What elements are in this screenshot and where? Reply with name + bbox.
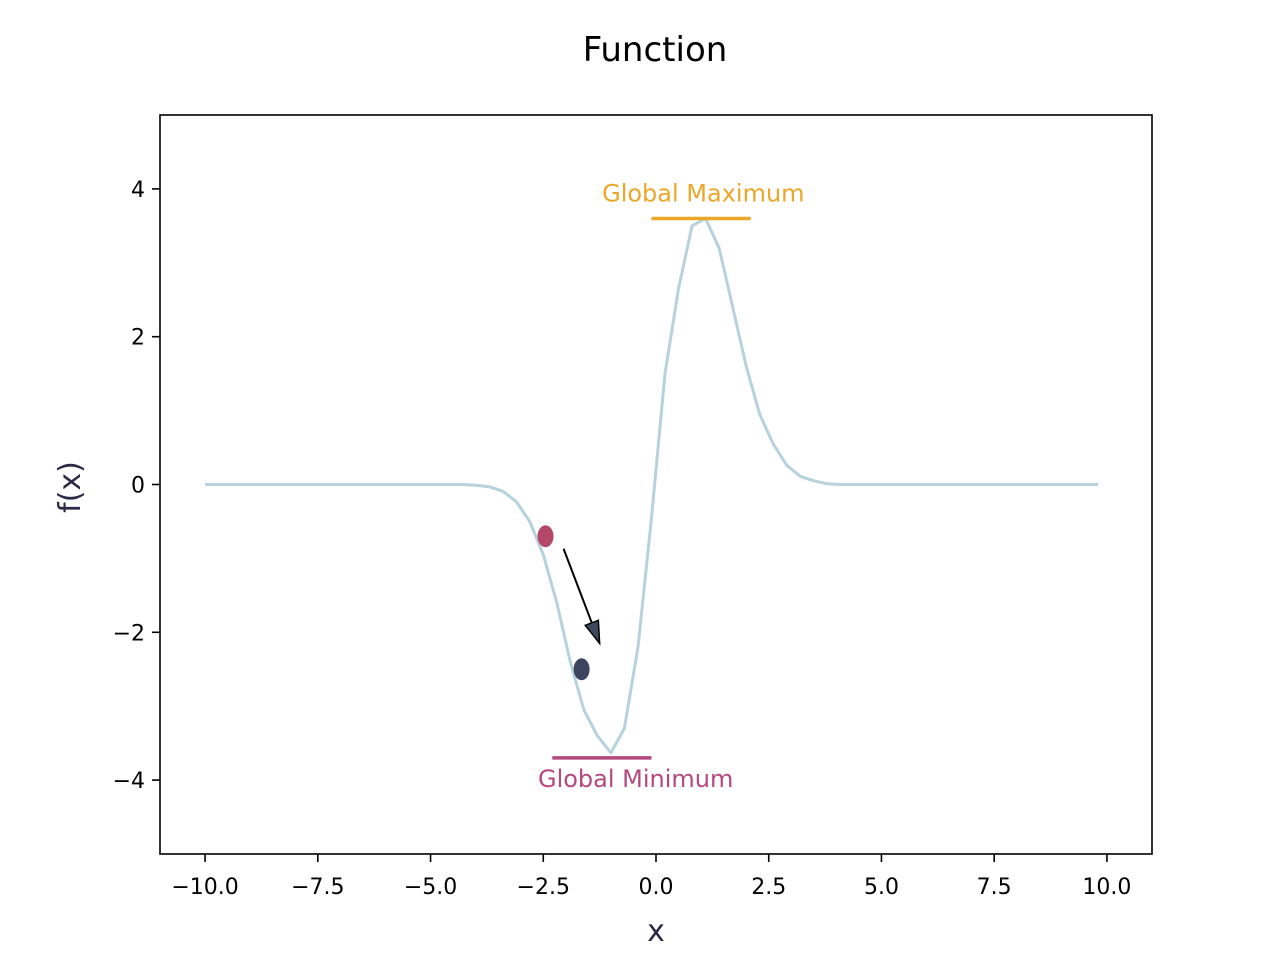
- global-minimum-label: Global Minimum: [538, 765, 733, 793]
- x-tick-label: 10.0: [1082, 875, 1131, 900]
- point-start: [537, 525, 554, 548]
- x-tick-label: −7.5: [291, 875, 344, 900]
- series-line-0: [205, 217, 1098, 755]
- y-tick-label: −2: [113, 621, 145, 646]
- global-maximum-label: Global Maximum: [602, 179, 804, 207]
- y-tick-label: 0: [131, 474, 145, 499]
- axis-ticks: −10.0 −7.5 −5.0 −2.5 0.0 2.5 5.0 7.5 10.0 −4 −2 0 2 4: [113, 178, 1132, 900]
- y-tick-label: 4: [131, 178, 145, 203]
- plot-area: Global Maximum Global Minimum: [205, 179, 1098, 793]
- x-tick-label: 0.0: [639, 875, 674, 900]
- y-tick-label: −4: [113, 769, 145, 794]
- x-tick-label: 5.0: [864, 875, 899, 900]
- point-end: [573, 658, 590, 681]
- x-tick-label: 7.5: [977, 875, 1012, 900]
- y-axis-label: f(x): [53, 461, 88, 513]
- y-tick-label: 2: [131, 326, 145, 351]
- x-tick-label: −5.0: [404, 875, 457, 900]
- x-tick-label: 2.5: [751, 875, 786, 900]
- descent-arrow-shaft: [562, 548, 593, 624]
- descent-arrow-head: [584, 619, 601, 646]
- chart-title: Function: [583, 30, 728, 70]
- x-axis-label: x: [647, 914, 665, 949]
- x-tick-label: −2.5: [517, 875, 570, 900]
- x-tick-label: −10.0: [171, 875, 238, 900]
